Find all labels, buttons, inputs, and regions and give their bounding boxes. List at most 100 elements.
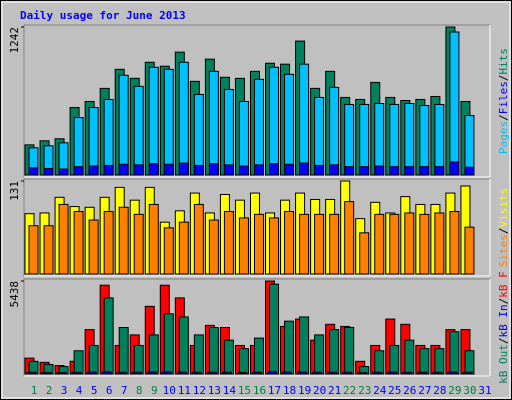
legend-separator: / <box>497 75 510 82</box>
bar <box>193 334 204 375</box>
bar <box>223 164 234 176</box>
bar <box>148 334 159 375</box>
x-tick-label: 6 <box>106 384 113 397</box>
legend-entry: Files <box>497 81 510 114</box>
bar <box>344 327 355 375</box>
bar <box>133 213 144 275</box>
x-tick-label: 9 <box>151 384 158 397</box>
y-tick-label: 5438 <box>8 281 21 308</box>
bar <box>103 164 114 176</box>
bar <box>344 201 355 275</box>
bar <box>118 163 129 176</box>
bar <box>163 227 174 275</box>
legend-entry: Sites <box>497 234 510 267</box>
x-tick-label: 24 <box>373 384 387 397</box>
bar <box>389 166 400 176</box>
bar <box>163 68 174 176</box>
bar <box>253 213 264 275</box>
x-tick-label: 21 <box>328 384 341 397</box>
bar <box>419 105 430 176</box>
x-tick-label: 5 <box>91 384 98 397</box>
legend-separator: / <box>497 114 510 121</box>
bar <box>432 371 443 375</box>
x-tick-label: 8 <box>136 384 143 397</box>
bar <box>269 283 280 375</box>
bar <box>88 219 99 275</box>
bar <box>86 371 97 375</box>
bar <box>344 103 355 176</box>
bar <box>133 164 144 176</box>
x-tick-label: 19 <box>298 384 311 397</box>
bar <box>133 344 144 375</box>
bar <box>161 371 172 375</box>
bar <box>329 164 340 176</box>
bar <box>449 211 460 275</box>
y-tick-label: 131 <box>8 181 21 201</box>
x-tick-label: 30 <box>463 384 476 397</box>
bar <box>404 212 415 275</box>
bar <box>299 213 310 275</box>
bar <box>312 371 323 375</box>
bar <box>163 163 174 176</box>
bar <box>148 203 159 275</box>
bar <box>374 103 385 176</box>
x-tick-label: 16 <box>253 384 266 397</box>
bar <box>419 348 430 375</box>
bar <box>284 73 295 176</box>
bar <box>464 166 475 176</box>
x-tick-label: 17 <box>268 384 281 397</box>
bar <box>284 320 295 375</box>
bar <box>148 163 159 176</box>
bar <box>238 100 249 176</box>
bar <box>131 371 142 375</box>
x-tick-label: 7 <box>121 384 128 397</box>
x-tick-label: 28 <box>433 384 446 397</box>
bar <box>71 371 82 375</box>
bar <box>178 221 189 275</box>
bar <box>73 211 84 275</box>
legend-separator: / <box>497 228 510 235</box>
legend: kB Out/kB In/kB F <box>497 271 510 384</box>
bar <box>208 327 219 375</box>
legend-entry: Visits <box>497 188 510 228</box>
bar <box>208 70 219 176</box>
bar <box>43 225 54 275</box>
bar <box>389 103 400 176</box>
bar <box>236 371 247 375</box>
x-tick-label: 10 <box>163 384 176 397</box>
bar <box>253 337 264 375</box>
bar <box>148 66 159 176</box>
bar <box>178 61 189 176</box>
bar <box>191 371 202 375</box>
bar <box>118 327 129 375</box>
x-tick-label: 29 <box>448 384 461 397</box>
bar <box>118 74 129 176</box>
bar <box>88 344 99 375</box>
x-tick-label: 1 <box>31 384 38 397</box>
bar <box>103 297 114 375</box>
bar <box>163 313 174 375</box>
bar <box>434 166 445 176</box>
x-tick-label: 26 <box>403 384 416 397</box>
bar <box>447 371 458 375</box>
bar <box>464 115 475 176</box>
bar <box>41 371 52 375</box>
bar <box>299 63 310 176</box>
bar <box>374 213 385 275</box>
bar <box>449 161 460 176</box>
bar <box>26 371 37 375</box>
bar <box>434 103 445 176</box>
bar <box>176 371 187 375</box>
bar <box>464 350 475 375</box>
bar <box>28 167 39 176</box>
bar <box>223 88 234 176</box>
bar <box>464 226 475 275</box>
bar <box>73 166 84 176</box>
bar <box>208 219 219 275</box>
bar <box>342 371 353 375</box>
bar <box>238 217 249 275</box>
bar <box>238 348 249 375</box>
bar <box>88 165 99 176</box>
bar <box>282 371 293 375</box>
bar <box>269 66 280 176</box>
